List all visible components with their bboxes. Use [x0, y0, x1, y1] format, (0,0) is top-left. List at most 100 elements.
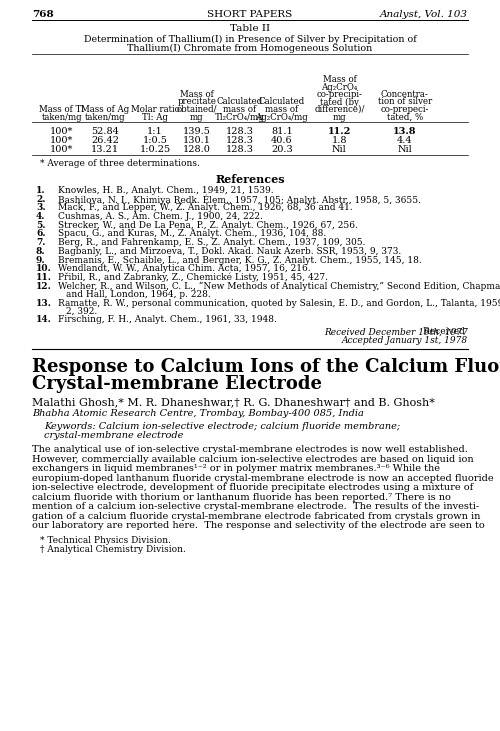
Text: 12.: 12.: [36, 281, 52, 291]
Text: Received: Received: [424, 327, 468, 336]
Text: mg: mg: [190, 113, 203, 121]
Text: Bagbanly, L., and Mirzoeva, T., Dokl. Akad. Nauk Azerb. SSR, 1953, 9, 373.: Bagbanly, L., and Mirzoeva, T., Dokl. Ak…: [58, 247, 401, 256]
Text: 768: 768: [32, 10, 54, 19]
Text: 1.8: 1.8: [332, 136, 347, 145]
Text: our laboratory are reported here.  The response and selectivity of the electrode: our laboratory are reported here. The re…: [32, 521, 485, 530]
Text: 4.: 4.: [36, 212, 46, 221]
Text: Response to Calcium Ions of the Calcium Fluoride: Response to Calcium Ions of the Calcium …: [32, 358, 500, 376]
Text: 8.: 8.: [36, 247, 46, 256]
Text: 128.3: 128.3: [226, 127, 254, 136]
Text: ion-selective electrode, development of fluoride precipitate electrodes using a : ion-selective electrode, development of …: [32, 483, 473, 492]
Text: 13.: 13.: [36, 298, 52, 308]
Text: mention of a calcium ion-selective crystal-membrane electrode.  The results of t: mention of a calcium ion-selective cryst…: [32, 502, 479, 511]
Text: 11.2: 11.2: [328, 127, 351, 136]
Text: Strecker, W., and De La Pena, P., Z. Analyt. Chem., 1926, 67, 256.: Strecker, W., and De La Pena, P., Z. Ana…: [58, 221, 358, 230]
Text: 11.: 11.: [36, 273, 52, 282]
Text: tated, %: tated, %: [386, 113, 423, 121]
Text: Bremanis, E., Schaible, L., and Bergner, K. G., Z. Analyt. Chem., 1955, 145, 18.: Bremanis, E., Schaible, L., and Bergner,…: [58, 256, 422, 265]
Text: mg: mg: [332, 113, 346, 121]
Text: 4.4: 4.4: [397, 136, 412, 145]
Text: Nil: Nil: [398, 145, 412, 154]
Text: 128.3: 128.3: [226, 136, 254, 145]
Text: 1:0.25: 1:0.25: [140, 145, 170, 154]
Text: 14.: 14.: [36, 316, 52, 325]
Text: References: References: [215, 174, 285, 185]
Text: Ag₂CrO₄/mg: Ag₂CrO₄/mg: [256, 113, 308, 121]
Text: * Technical Physics Division.: * Technical Physics Division.: [40, 536, 171, 545]
Text: The analytical use of ion-selective crystal-membrane electrodes is now well esta: The analytical use of ion-selective crys…: [32, 445, 468, 454]
Text: 128.3: 128.3: [226, 145, 254, 154]
Text: exchangers in liquid membranes¹⁻² or in polymer matrix membranes.³⁻⁶ While the: exchangers in liquid membranes¹⁻² or in …: [32, 464, 440, 473]
Text: 13.8: 13.8: [393, 127, 416, 136]
Text: 1:1: 1:1: [147, 127, 163, 136]
Text: tion of silver: tion of silver: [378, 97, 432, 107]
Text: 52.84: 52.84: [92, 127, 119, 136]
Text: SHORT PAPERS: SHORT PAPERS: [208, 10, 292, 19]
Text: gation of a calcium fluoride crystal-membrane electrode fabricated from crystals: gation of a calcium fluoride crystal-mem…: [32, 512, 480, 520]
Text: 1:0.5: 1:0.5: [142, 136, 168, 145]
Text: obtained/: obtained/: [176, 105, 217, 114]
Text: † Analytical Chemistry Division.: † Analytical Chemistry Division.: [40, 545, 186, 553]
Text: 128.0: 128.0: [183, 145, 210, 154]
Text: Mack, F., and Lepper, W., Z. Analyt. Chem., 1926, 68, 36 and 41.: Mack, F., and Lepper, W., Z. Analyt. Che…: [58, 203, 353, 213]
Text: 20.3: 20.3: [271, 145, 292, 154]
Text: co-prepeci-: co-prepeci-: [380, 105, 429, 114]
Text: europium-doped lanthanum fluoride crystal-membrane electrode is now an accepted : europium-doped lanthanum fluoride crysta…: [32, 474, 494, 482]
Text: 100*: 100*: [50, 136, 74, 145]
Text: Molar ratio: Molar ratio: [130, 105, 180, 114]
Text: co-precipi-: co-precipi-: [316, 90, 362, 99]
Text: and Hall, London, 1964, p. 228.: and Hall, London, 1964, p. 228.: [66, 290, 211, 299]
Text: Ag₂CrO₄: Ag₂CrO₄: [322, 83, 358, 91]
Text: Mass of: Mass of: [322, 75, 356, 84]
Text: 2, 392.: 2, 392.: [66, 307, 97, 316]
Text: Received December 19th, 1977: Received December 19th, 1977: [324, 327, 468, 336]
Text: * Average of three determinations.: * Average of three determinations.: [40, 159, 200, 168]
Text: Mass of: Mass of: [180, 90, 214, 99]
Text: 6.: 6.: [36, 230, 46, 238]
Text: mass of: mass of: [223, 105, 256, 114]
Text: 5.: 5.: [36, 221, 46, 230]
Text: 3.: 3.: [36, 203, 46, 213]
Text: Firsching, F. H., Analyt. Chem., 1961, 33, 1948.: Firsching, F. H., Analyt. Chem., 1961, 3…: [58, 316, 277, 325]
Text: 100*: 100*: [50, 145, 74, 154]
Text: taken/mg: taken/mg: [85, 113, 126, 121]
Text: difference)/: difference)/: [314, 105, 364, 114]
Text: Calculated: Calculated: [216, 97, 262, 107]
Text: Malathi Ghosh,* M. R. Dhaneshwar,† R. G. Dhaneshwar† and B. Ghosh*: Malathi Ghosh,* M. R. Dhaneshwar,† R. G.…: [32, 397, 435, 407]
Text: Knowles, H. B., Analyt. Chem., 1949, 21, 1539.: Knowles, H. B., Analyt. Chem., 1949, 21,…: [58, 186, 274, 195]
Text: crystal-membrane electrode: crystal-membrane electrode: [44, 431, 184, 440]
Text: tated (by: tated (by: [320, 97, 359, 107]
Text: Mass of Ag: Mass of Ag: [81, 105, 130, 114]
Text: Mass of Tl: Mass of Tl: [39, 105, 84, 114]
Text: taken/mg: taken/mg: [42, 113, 82, 121]
Text: 100*: 100*: [50, 127, 74, 136]
Text: Přibil, R., and Zabranky, Z., Chemické Listy, 1951, 45, 427.: Přibil, R., and Zabranky, Z., Chemické L…: [58, 273, 328, 282]
Text: Crystal-membrane Electrode: Crystal-membrane Electrode: [32, 375, 322, 393]
Text: 13.21: 13.21: [91, 145, 120, 154]
Text: 7.: 7.: [36, 238, 46, 247]
Text: 130.1: 130.1: [183, 136, 211, 145]
Text: precitate: precitate: [178, 97, 216, 107]
Text: 2.: 2.: [36, 194, 46, 204]
Text: Keywords: Calcium ion-selective electrode; calcium fluoride membrane;: Keywords: Calcium ion-selective electrod…: [44, 423, 400, 431]
Text: Analyst, Vol. 103: Analyst, Vol. 103: [380, 10, 468, 19]
Text: Thallium(I) Chromate from Homogeneous Solution: Thallium(I) Chromate from Homogeneous So…: [128, 44, 372, 53]
Text: Ramatte, R. W., personal communication, quoted by Salesin, E. D., and Gordon, L.: Ramatte, R. W., personal communication, …: [58, 298, 500, 308]
Text: 1.: 1.: [36, 186, 46, 195]
Text: Determination of Thallium(I) in Presence of Silver by Precipitation of: Determination of Thallium(I) in Presence…: [84, 35, 416, 44]
Text: 81.1: 81.1: [271, 127, 292, 136]
Text: Welcher, R., and Wilson, C. L., “New Methods of Analytical Chemistry,” Second Ed: Welcher, R., and Wilson, C. L., “New Met…: [58, 281, 500, 291]
Text: Wendlandt, W. W., Analytica Chim. Acta, 1957, 16, 216.: Wendlandt, W. W., Analytica Chim. Acta, …: [58, 265, 310, 273]
Text: Nil: Nil: [332, 145, 347, 154]
Text: 10.: 10.: [36, 265, 52, 273]
Text: mass of: mass of: [266, 105, 298, 114]
Text: Spacu, G., and Kuras, M., Z. Analyt. Chem., 1936, 104, 88.: Spacu, G., and Kuras, M., Z. Analyt. Che…: [58, 230, 326, 238]
Text: Bashilova, N. I., Khimiya Redk. Élem., 1957, 105; Analyt. Abstr., 1958, 5, 3655.: Bashilova, N. I., Khimiya Redk. Élem., 1…: [58, 194, 421, 205]
Text: 40.6: 40.6: [271, 136, 292, 145]
Text: Tl₂CrO₄/mg: Tl₂CrO₄/mg: [214, 113, 264, 121]
Text: Table II: Table II: [230, 24, 270, 33]
Text: 9.: 9.: [36, 256, 46, 265]
Text: 26.42: 26.42: [91, 136, 119, 145]
Text: Calculated: Calculated: [258, 97, 305, 107]
Text: Accepted January 1st, 1978: Accepted January 1st, 1978: [342, 336, 468, 345]
